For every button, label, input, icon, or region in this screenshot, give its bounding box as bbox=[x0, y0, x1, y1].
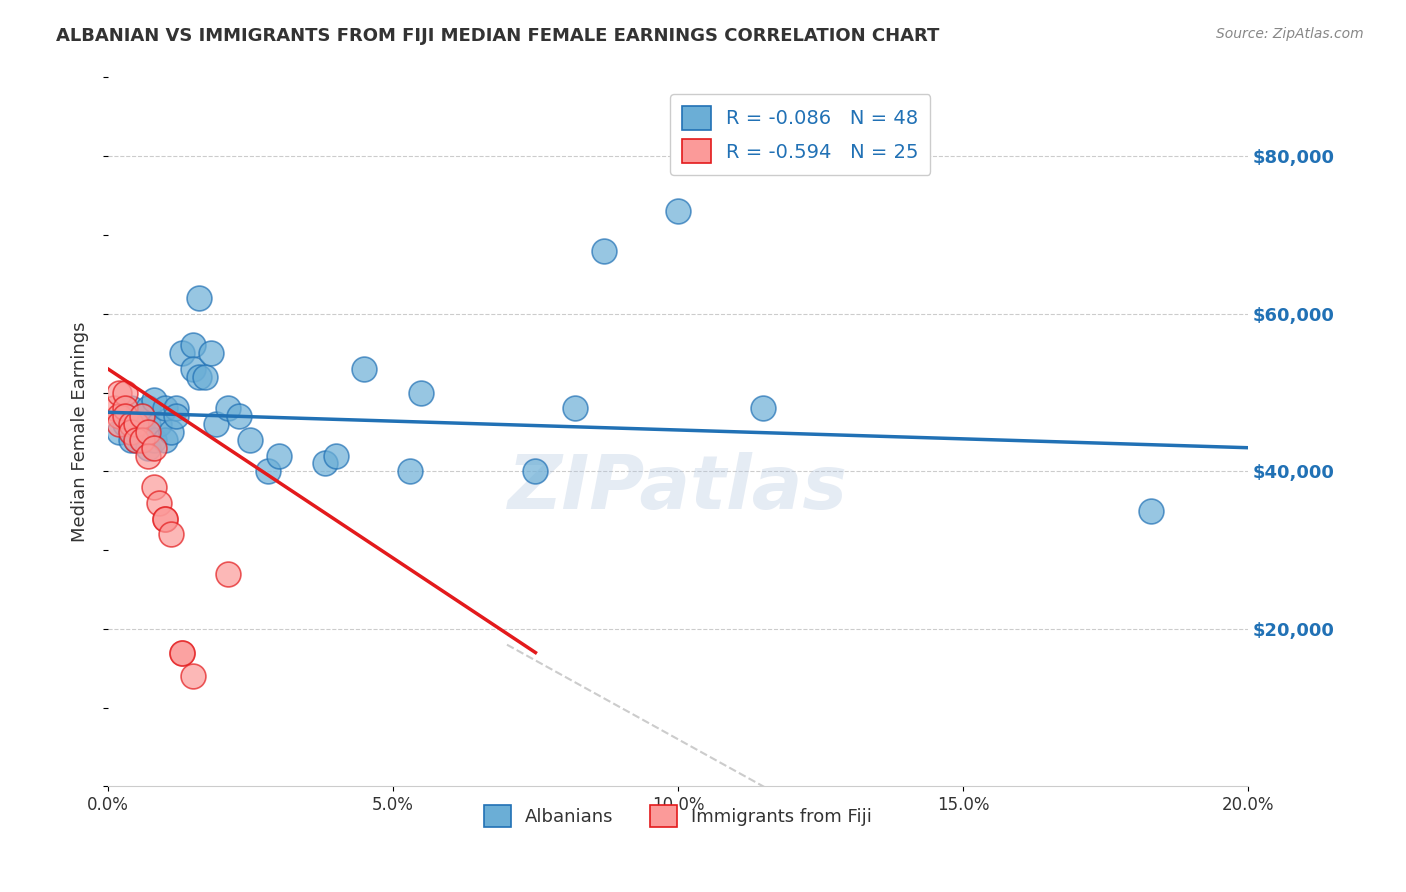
Point bbox=[131, 433, 153, 447]
Text: ALBANIAN VS IMMIGRANTS FROM FIJI MEDIAN FEMALE EARNINGS CORRELATION CHART: ALBANIAN VS IMMIGRANTS FROM FIJI MEDIAN … bbox=[56, 27, 939, 45]
Point bbox=[136, 449, 159, 463]
Point bbox=[136, 425, 159, 439]
Point bbox=[136, 441, 159, 455]
Point bbox=[165, 401, 187, 416]
Point bbox=[142, 480, 165, 494]
Point bbox=[153, 401, 176, 416]
Point bbox=[148, 417, 170, 431]
Point bbox=[114, 417, 136, 431]
Point bbox=[325, 449, 347, 463]
Point bbox=[399, 464, 422, 478]
Point bbox=[108, 409, 131, 424]
Point bbox=[205, 417, 228, 431]
Point bbox=[183, 362, 205, 376]
Point bbox=[108, 385, 131, 400]
Point bbox=[153, 511, 176, 525]
Point bbox=[148, 496, 170, 510]
Point bbox=[142, 433, 165, 447]
Point bbox=[666, 204, 689, 219]
Text: Source: ZipAtlas.com: Source: ZipAtlas.com bbox=[1216, 27, 1364, 41]
Point bbox=[188, 291, 211, 305]
Point bbox=[136, 417, 159, 431]
Point bbox=[120, 401, 142, 416]
Point bbox=[120, 417, 142, 431]
Point bbox=[114, 409, 136, 424]
Point bbox=[172, 646, 194, 660]
Legend: Albanians, Immigrants from Fiji: Albanians, Immigrants from Fiji bbox=[477, 797, 879, 834]
Point bbox=[183, 338, 205, 352]
Point bbox=[353, 362, 375, 376]
Point bbox=[524, 464, 547, 478]
Point bbox=[125, 433, 148, 447]
Point bbox=[172, 346, 194, 360]
Point bbox=[411, 385, 433, 400]
Point bbox=[131, 409, 153, 424]
Point bbox=[114, 385, 136, 400]
Point bbox=[120, 425, 142, 439]
Point bbox=[267, 449, 290, 463]
Point bbox=[228, 409, 250, 424]
Point bbox=[239, 433, 262, 447]
Point bbox=[159, 527, 181, 541]
Point bbox=[188, 369, 211, 384]
Point bbox=[108, 417, 131, 431]
Point bbox=[120, 433, 142, 447]
Point bbox=[194, 369, 217, 384]
Point bbox=[153, 511, 176, 525]
Point bbox=[217, 401, 239, 416]
Point bbox=[159, 425, 181, 439]
Point bbox=[114, 401, 136, 416]
Point bbox=[564, 401, 586, 416]
Point bbox=[103, 401, 125, 416]
Point bbox=[136, 401, 159, 416]
Point bbox=[592, 244, 614, 258]
Point bbox=[108, 425, 131, 439]
Point bbox=[125, 417, 148, 431]
Point bbox=[217, 566, 239, 581]
Point bbox=[165, 409, 187, 424]
Point bbox=[314, 457, 336, 471]
Point bbox=[142, 441, 165, 455]
Point bbox=[120, 425, 142, 439]
Point bbox=[183, 669, 205, 683]
Point bbox=[131, 433, 153, 447]
Point bbox=[125, 417, 148, 431]
Point bbox=[131, 409, 153, 424]
Y-axis label: Median Female Earnings: Median Female Earnings bbox=[72, 322, 89, 542]
Text: ZIPatlas: ZIPatlas bbox=[508, 452, 848, 525]
Point bbox=[131, 417, 153, 431]
Point bbox=[752, 401, 775, 416]
Point bbox=[153, 433, 176, 447]
Point bbox=[125, 433, 148, 447]
Point bbox=[142, 393, 165, 408]
Point bbox=[125, 425, 148, 439]
Point bbox=[114, 409, 136, 424]
Point bbox=[1140, 504, 1163, 518]
Point bbox=[131, 425, 153, 439]
Point bbox=[172, 646, 194, 660]
Point bbox=[200, 346, 222, 360]
Point bbox=[256, 464, 278, 478]
